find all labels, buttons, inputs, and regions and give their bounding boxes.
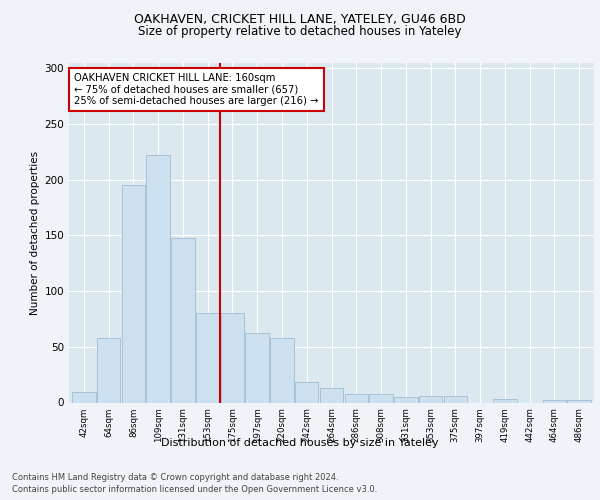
Bar bbox=[122, 185, 145, 402]
Y-axis label: Number of detached properties: Number of detached properties bbox=[30, 150, 40, 314]
Bar bbox=[320, 388, 343, 402]
Bar bbox=[196, 314, 220, 402]
Bar bbox=[369, 394, 393, 402]
Bar bbox=[542, 400, 566, 402]
Bar bbox=[221, 314, 244, 402]
Bar bbox=[245, 334, 269, 402]
Text: Contains HM Land Registry data © Crown copyright and database right 2024.: Contains HM Land Registry data © Crown c… bbox=[12, 472, 338, 482]
Bar bbox=[146, 155, 170, 402]
Text: Distribution of detached houses by size in Yateley: Distribution of detached houses by size … bbox=[161, 438, 439, 448]
Text: Size of property relative to detached houses in Yateley: Size of property relative to detached ho… bbox=[138, 25, 462, 38]
Bar bbox=[344, 394, 368, 402]
Bar bbox=[419, 396, 442, 402]
Bar bbox=[97, 338, 121, 402]
Bar bbox=[443, 396, 467, 402]
Bar bbox=[295, 382, 319, 402]
Bar bbox=[394, 397, 418, 402]
Bar bbox=[270, 338, 294, 402]
Text: OAKHAVEN CRICKET HILL LANE: 160sqm
← 75% of detached houses are smaller (657)
25: OAKHAVEN CRICKET HILL LANE: 160sqm ← 75%… bbox=[74, 72, 319, 106]
Bar bbox=[72, 392, 95, 402]
Text: Contains public sector information licensed under the Open Government Licence v3: Contains public sector information licen… bbox=[12, 485, 377, 494]
Text: OAKHAVEN, CRICKET HILL LANE, YATELEY, GU46 6BD: OAKHAVEN, CRICKET HILL LANE, YATELEY, GU… bbox=[134, 12, 466, 26]
Bar bbox=[493, 399, 517, 402]
Bar bbox=[171, 238, 194, 402]
Bar bbox=[568, 400, 591, 402]
